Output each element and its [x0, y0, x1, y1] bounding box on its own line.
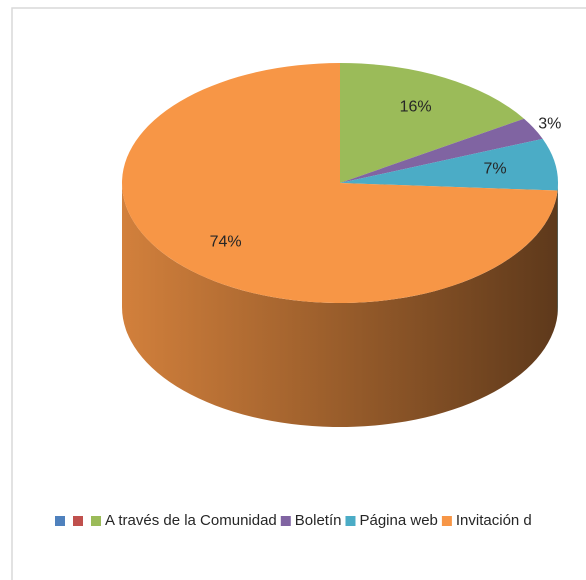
data-label: 74% [210, 233, 242, 250]
legend-label: Boletín [295, 512, 342, 529]
legend-label: Invitación d [456, 512, 532, 529]
legend-label: A través de la Comunidad [105, 512, 277, 529]
data-label: 7% [483, 161, 506, 178]
pie-slice [340, 138, 558, 191]
pie-slice [340, 63, 525, 183]
legend-swatch [73, 516, 83, 526]
pie-slice [340, 118, 543, 183]
data-label: 16% [400, 99, 432, 116]
legend-swatch [91, 516, 101, 526]
chart-frame [11, 7, 586, 580]
data-label: 3% [538, 115, 561, 132]
legend-swatch [55, 516, 65, 526]
pie-slice-side [122, 183, 558, 427]
legend-swatch [441, 516, 452, 526]
legend-swatch [280, 516, 291, 526]
legend-swatch [345, 516, 356, 526]
legend-label: Página web [359, 512, 437, 529]
pie-slice [121, 63, 558, 303]
